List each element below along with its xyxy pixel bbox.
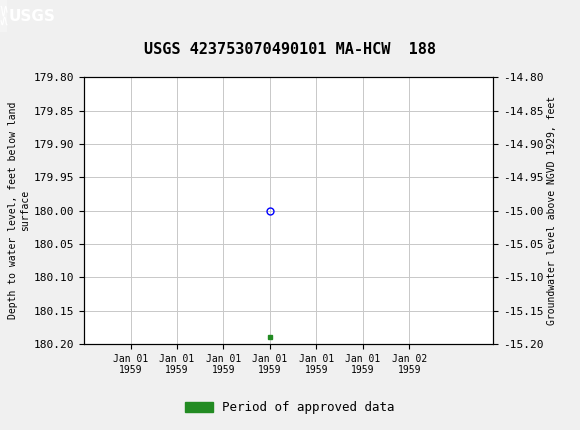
Y-axis label: Groundwater level above NGVD 1929, feet: Groundwater level above NGVD 1929, feet: [548, 96, 557, 325]
Y-axis label: Depth to water level, feet below land
surface: Depth to water level, feet below land su…: [8, 102, 30, 319]
Text: USGS: USGS: [9, 9, 56, 24]
Legend: Period of approved data: Period of approved data: [180, 396, 400, 419]
Bar: [0, 0, 7, 32]
Text: USGS 423753070490101 MA-HCW  188: USGS 423753070490101 MA-HCW 188: [144, 42, 436, 57]
